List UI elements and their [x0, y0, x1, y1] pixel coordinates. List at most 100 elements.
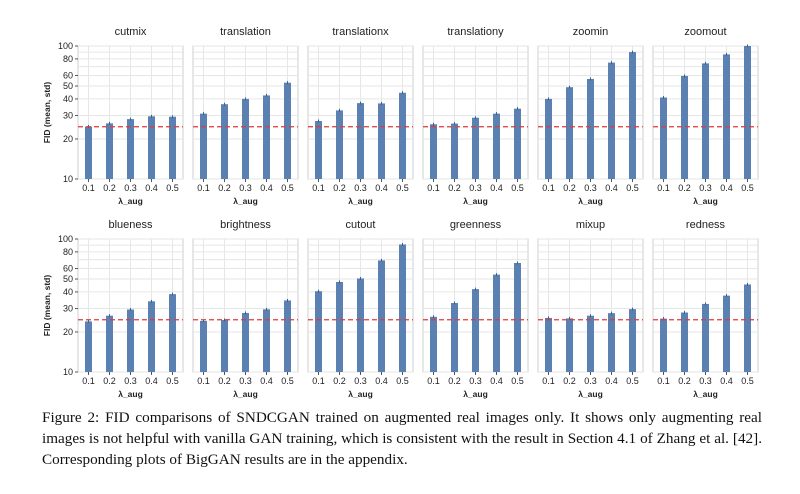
x-tick-label: 0.1: [542, 183, 555, 193]
bar-brightness-0.5: [284, 300, 291, 372]
bar-cutout-0.1: [315, 291, 322, 372]
x-axis-label: λ_aug: [578, 389, 603, 399]
bar-mixup-0.5: [629, 309, 636, 372]
bar-redness-0.1: [660, 318, 667, 372]
x-tick-label: 0.5: [626, 376, 639, 386]
panel-title-zoomin: zoomin: [573, 26, 608, 38]
bar-redness-0.2: [681, 312, 688, 372]
bar-translationx-0.3: [357, 103, 364, 179]
bar-zoomin-0.4: [608, 62, 615, 179]
x-tick-label: 0.2: [103, 376, 116, 386]
y-tick-label: 50: [63, 81, 73, 91]
x-tick-label: 0.1: [197, 376, 210, 386]
bar-redness-0.4: [723, 295, 730, 372]
bar-translationy-0.3: [472, 117, 479, 179]
bar-mixup-0.3: [587, 315, 594, 372]
x-tick-label: 0.4: [145, 183, 158, 193]
y-tick-label: 80: [63, 247, 73, 257]
y-tick-label: 40: [63, 94, 73, 104]
x-tick-label: 0.1: [657, 376, 670, 386]
bar-mixup-0.2: [566, 318, 573, 372]
bar-mixup-0.1: [545, 317, 552, 372]
x-tick-label: 0.2: [678, 183, 691, 193]
bar-zoomin-0.5: [629, 52, 636, 179]
x-tick-label: 0.1: [82, 183, 95, 193]
bar-blueness-0.4: [148, 301, 155, 372]
x-tick-label: 0.2: [333, 183, 346, 193]
bar-redness-0.3: [702, 303, 709, 372]
x-tick-label: 0.1: [197, 183, 210, 193]
panel-title-zoomout: zoomout: [684, 26, 726, 38]
bar-cutout-0.3: [357, 278, 364, 372]
bar-zoomout-0.3: [702, 63, 709, 179]
x-axis-label: λ_aug: [118, 196, 143, 206]
x-tick-label: 0.4: [490, 376, 503, 386]
x-tick-label: 0.3: [469, 183, 482, 193]
bar-zoomout-0.5: [744, 46, 751, 179]
bar-greenness-0.2: [451, 303, 458, 372]
x-axis-label: λ_aug: [118, 389, 143, 399]
y-tick-label: 30: [63, 304, 73, 314]
bar-zoomin-0.1: [545, 98, 552, 179]
x-tick-label: 0.5: [166, 376, 179, 386]
x-tick-label: 0.5: [166, 183, 179, 193]
x-tick-label: 0.4: [490, 183, 503, 193]
x-tick-label: 0.1: [657, 183, 670, 193]
x-tick-label: 0.3: [699, 183, 712, 193]
bar-blueness-0.2: [106, 315, 113, 372]
x-axis-label: λ_aug: [233, 389, 258, 399]
x-tick-label: 0.2: [448, 376, 461, 386]
x-tick-label: 0.4: [605, 376, 618, 386]
bar-translation-0.5: [284, 82, 291, 179]
x-tick-label: 0.4: [145, 376, 158, 386]
x-tick-label: 0.5: [281, 183, 294, 193]
bar-cutout-0.5: [399, 244, 406, 372]
y-tick-label: 10: [63, 367, 73, 377]
x-axis-label: λ_aug: [578, 196, 603, 206]
x-axis-label: λ_aug: [693, 196, 718, 206]
bar-cutmix-0.3: [127, 119, 134, 179]
x-tick-label: 0.4: [720, 183, 733, 193]
bar-cutmix-0.1: [85, 126, 92, 179]
x-tick-label: 0.5: [396, 376, 409, 386]
x-axis-label: λ_aug: [463, 196, 488, 206]
x-tick-label: 0.1: [427, 183, 440, 193]
bar-translation-0.1: [200, 113, 207, 179]
bar-brightness-0.2: [221, 320, 228, 372]
x-tick-label: 0.3: [699, 376, 712, 386]
x-tick-label: 0.5: [741, 376, 754, 386]
bar-translation-0.3: [242, 98, 249, 179]
bar-translationy-0.4: [493, 113, 500, 179]
bar-translationy-0.2: [451, 123, 458, 179]
y-axis-label: FID (mean, std): [42, 82, 52, 144]
x-tick-label: 0.4: [720, 376, 733, 386]
bar-zoomout-0.4: [723, 54, 730, 179]
y-tick-label: 20: [63, 327, 73, 337]
x-tick-label: 0.4: [375, 376, 388, 386]
x-axis-label: λ_aug: [463, 389, 488, 399]
x-tick-label: 0.3: [124, 376, 137, 386]
x-tick-label: 0.3: [584, 376, 597, 386]
bar-zoomout-0.2: [681, 75, 688, 179]
y-tick-label: 60: [63, 264, 73, 274]
x-tick-label: 0.1: [312, 376, 325, 386]
panel-title-mixup: mixup: [576, 219, 605, 231]
x-tick-label: 0.2: [448, 183, 461, 193]
x-tick-label: 0.5: [741, 183, 754, 193]
panel-title-brightness: brightness: [220, 219, 271, 231]
bar-brightness-0.1: [200, 320, 207, 372]
bar-cutout-0.4: [378, 260, 385, 372]
bar-translationy-0.1: [430, 124, 437, 179]
bar-translation-0.2: [221, 104, 228, 179]
x-tick-label: 0.2: [563, 183, 576, 193]
bar-blueness-0.3: [127, 309, 134, 372]
x-tick-label: 0.3: [354, 183, 367, 193]
x-axis-label: λ_aug: [348, 196, 373, 206]
bar-greenness-0.1: [430, 316, 437, 372]
bar-zoomin-0.3: [587, 78, 594, 179]
x-tick-label: 0.2: [563, 376, 576, 386]
bar-translationx-0.2: [336, 110, 343, 179]
x-tick-label: 0.3: [124, 183, 137, 193]
x-tick-label: 0.2: [103, 183, 116, 193]
